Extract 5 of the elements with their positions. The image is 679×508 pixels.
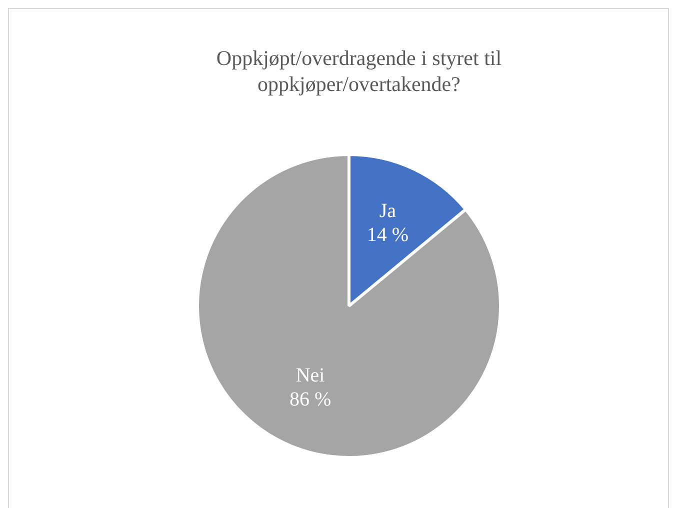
data-label: 86 % [289, 388, 332, 410]
chart-title: Oppkjøpt/overdragende i styret til oppkjøper/overtakende? [215, 45, 503, 97]
data-label: 14 % [366, 224, 409, 246]
slice-label: Nei [296, 364, 326, 386]
slice-label: Ja [379, 200, 396, 222]
